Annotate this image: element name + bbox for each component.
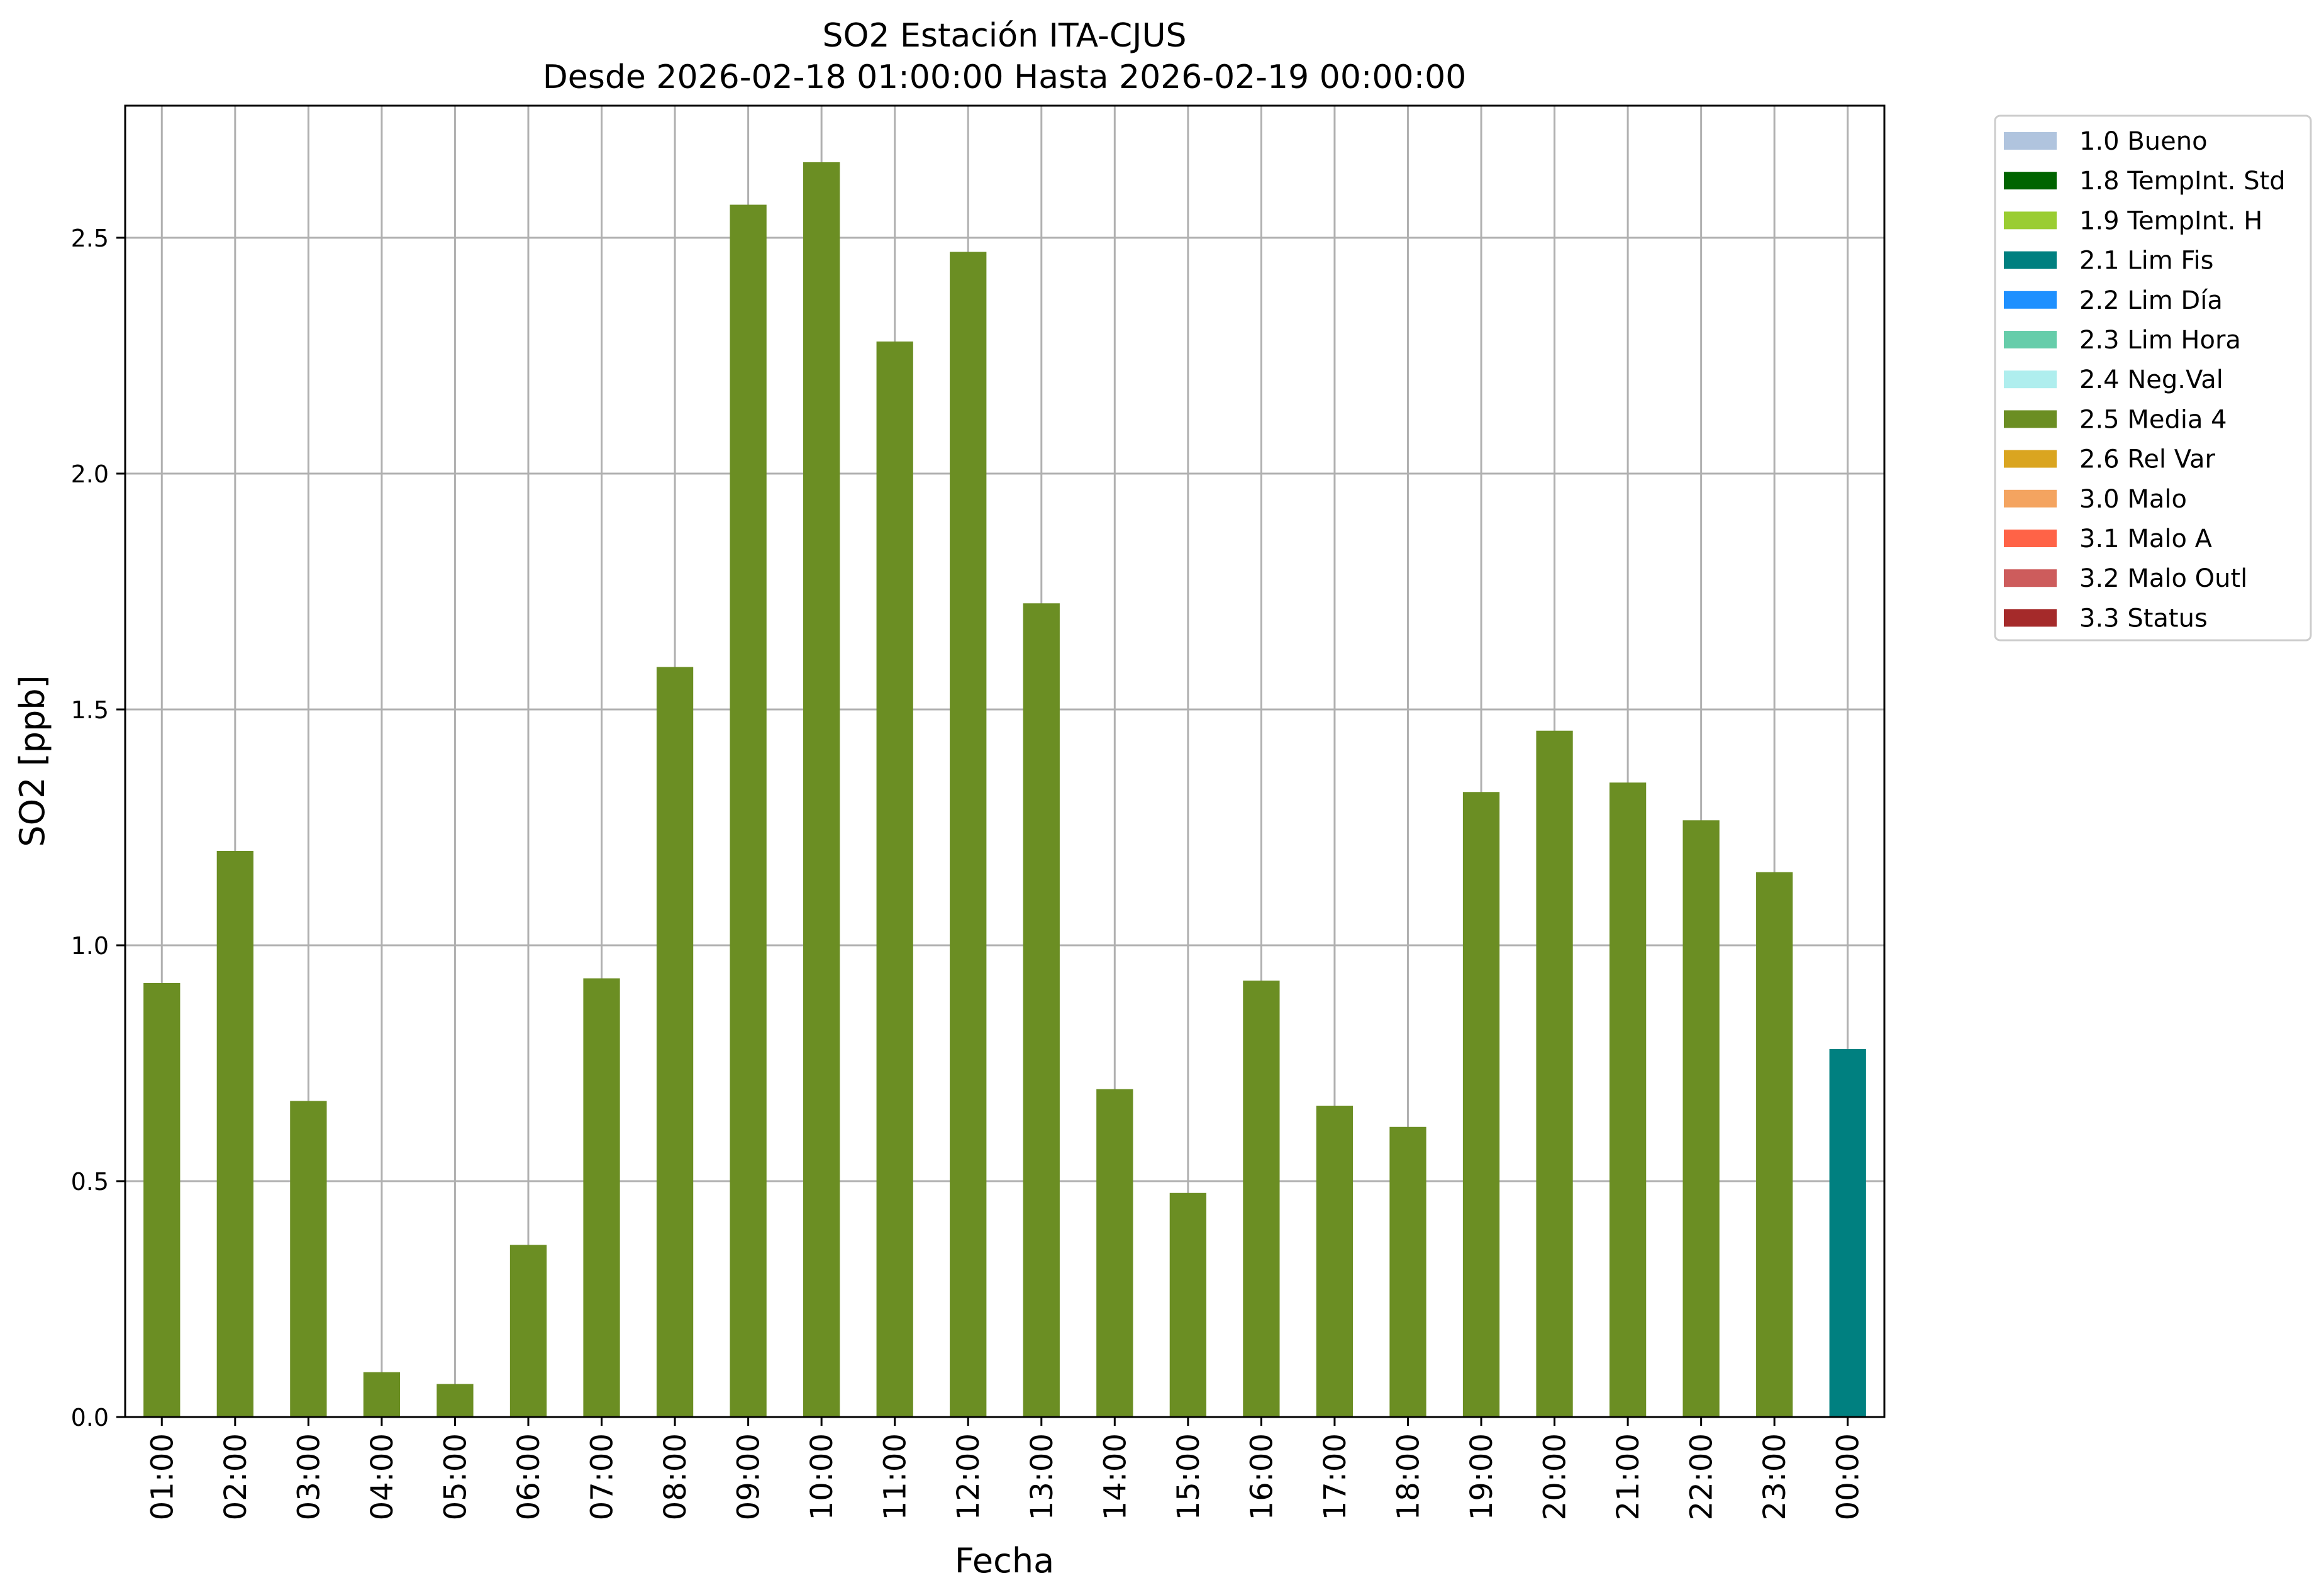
legend-swatch bbox=[2004, 530, 2057, 547]
legend-swatch bbox=[2004, 211, 2057, 230]
legend-swatch bbox=[2004, 569, 2057, 587]
chart-title: SO2 Estación ITA-CJUS bbox=[822, 17, 1186, 55]
x-tick-label: 15:00 bbox=[1171, 1433, 1206, 1520]
x-tick-label: 12:00 bbox=[951, 1433, 986, 1520]
legend-swatch bbox=[2004, 251, 2057, 269]
bar-11:00 bbox=[876, 342, 913, 1417]
legend-entry: 3.0 Malo bbox=[2079, 485, 2187, 514]
bar-14:00 bbox=[1096, 1089, 1133, 1417]
bar-02:00 bbox=[216, 851, 253, 1417]
x-tick-label: 09:00 bbox=[731, 1433, 767, 1520]
x-tick-label: 19:00 bbox=[1464, 1433, 1499, 1520]
legend-entry: 2.3 Lim Hora bbox=[2079, 326, 2241, 355]
bar-04:00 bbox=[363, 1372, 401, 1417]
x-tick-label: 17:00 bbox=[1318, 1433, 1353, 1520]
y-axis-ticks: 0.0 0.5 1.0 1.5 2.0 2.5 bbox=[71, 225, 125, 1431]
x-tick-label: 07:00 bbox=[585, 1433, 620, 1520]
x-tick-label: 10:00 bbox=[804, 1433, 840, 1520]
legend-swatch bbox=[2004, 370, 2057, 389]
legend-entry: 3.3 Status bbox=[2079, 604, 2208, 633]
x-axis-ticks: 01:00 02:00 03:00 04:00 05:00 06:00 07:00 08:00… bbox=[145, 1417, 1866, 1520]
chart-subtitle: Desde 2026-02-18 01:00:00 Hasta 2026-02-… bbox=[543, 58, 1467, 96]
x-tick-label: 23:00 bbox=[1757, 1433, 1793, 1520]
legend: 1.0 Bueno 1.8 TempInt. Std 1.9 TempInt. H 2… bbox=[1994, 114, 2312, 642]
legend-entry: 2.6 Rel Var bbox=[2079, 445, 2216, 474]
plot-frame bbox=[124, 104, 1886, 1418]
bar-10:00 bbox=[803, 162, 840, 1417]
x-tick-label: 14:00 bbox=[1098, 1433, 1133, 1520]
x-tick-label: 13:00 bbox=[1025, 1433, 1060, 1520]
x-tick-label: 22:00 bbox=[1684, 1433, 1720, 1520]
bar-16:00 bbox=[1243, 981, 1280, 1417]
legend-entry: 2.5 Media 4 bbox=[2079, 405, 2227, 434]
legend-entry: 2.4 Neg.Val bbox=[2079, 365, 2223, 394]
x-tick-label: 06:00 bbox=[511, 1433, 547, 1520]
legend-entry: 2.2 Lim Día bbox=[2079, 286, 2223, 315]
legend-swatch bbox=[2004, 291, 2057, 309]
y-tick-label: 0.5 bbox=[71, 1168, 109, 1196]
bar-19:00 bbox=[1462, 792, 1500, 1417]
legend-swatch bbox=[2004, 172, 2057, 190]
legend-entry: 1.0 Bueno bbox=[2079, 127, 2208, 156]
x-tick-label: 21:00 bbox=[1611, 1433, 1646, 1520]
legend-swatch bbox=[2004, 450, 2057, 468]
x-tick-label: 04:00 bbox=[365, 1433, 400, 1520]
legend-entry: 3.1 Malo A bbox=[2079, 525, 2213, 553]
x-tick-label: 00:00 bbox=[1831, 1433, 1866, 1520]
y-tick-label: 1.5 bbox=[71, 696, 109, 724]
y-tick-label: 0.0 bbox=[71, 1404, 109, 1431]
bar-13:00 bbox=[1023, 603, 1060, 1417]
x-axis-label: Fecha bbox=[955, 1541, 1054, 1581]
x-tick-label: 05:00 bbox=[438, 1433, 473, 1520]
legend-entry: 1.9 TempInt. H bbox=[2079, 206, 2262, 235]
bar-09:00 bbox=[730, 204, 767, 1417]
y-tick-label: 2.5 bbox=[71, 225, 109, 252]
x-tick-label: 18:00 bbox=[1391, 1433, 1426, 1520]
legend-entry: 1.8 TempInt. Std bbox=[2079, 167, 2286, 196]
y-tick-label: 1.0 bbox=[71, 932, 109, 960]
legend-swatch bbox=[2004, 331, 2057, 348]
bar-08:00 bbox=[656, 667, 694, 1417]
legend-swatch bbox=[2004, 609, 2057, 627]
x-tick-label: 02:00 bbox=[218, 1433, 253, 1520]
x-tick-label: 01:00 bbox=[145, 1433, 180, 1520]
x-tick-label: 08:00 bbox=[658, 1433, 693, 1520]
bar-17:00 bbox=[1316, 1106, 1354, 1417]
x-tick-label: 11:00 bbox=[878, 1433, 913, 1520]
bar-07:00 bbox=[583, 978, 620, 1417]
bar-22:00 bbox=[1682, 820, 1720, 1417]
legend-entry: 3.2 Malo Outl bbox=[2079, 564, 2247, 593]
bar-12:00 bbox=[950, 252, 987, 1417]
bar-01:00 bbox=[143, 983, 181, 1417]
x-tick-label: 20:00 bbox=[1538, 1433, 1573, 1520]
bar-23:00 bbox=[1756, 872, 1793, 1417]
y-axis-label: SO2 [ppb] bbox=[13, 675, 52, 847]
y-tick-label: 2.0 bbox=[71, 460, 109, 488]
bar-00:00 bbox=[1829, 1049, 1866, 1417]
legend-box bbox=[1994, 114, 2312, 642]
bar-18:00 bbox=[1389, 1126, 1426, 1417]
legend-swatch bbox=[2004, 489, 2057, 508]
x-tick-label: 16:00 bbox=[1244, 1433, 1279, 1520]
bars bbox=[143, 162, 1866, 1417]
legend-swatch bbox=[2004, 410, 2057, 428]
bar-06:00 bbox=[509, 1245, 547, 1417]
bar-03:00 bbox=[290, 1101, 327, 1417]
bar-05:00 bbox=[436, 1384, 474, 1417]
bar-21:00 bbox=[1609, 782, 1647, 1417]
legend-swatch bbox=[2004, 132, 2057, 150]
legend-entry: 2.1 Lim Fis bbox=[2079, 247, 2213, 275]
x-tick-label: 03:00 bbox=[291, 1433, 326, 1520]
bar-20:00 bbox=[1536, 730, 1573, 1417]
bar-15:00 bbox=[1169, 1192, 1206, 1417]
